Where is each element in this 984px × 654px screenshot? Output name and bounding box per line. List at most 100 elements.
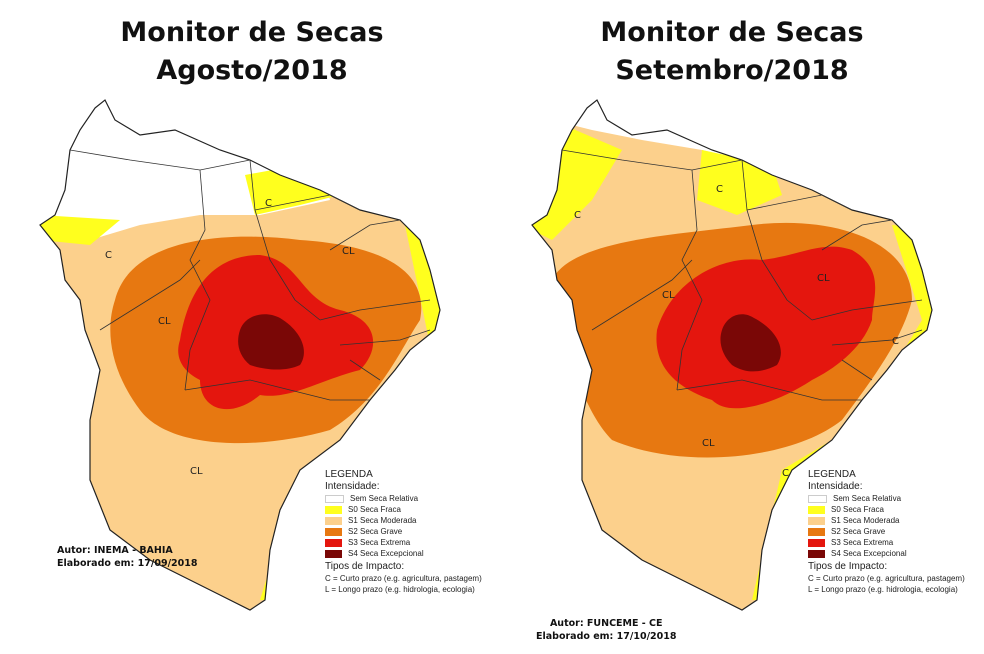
legend-label: S0 Seca Fraca <box>348 505 401 514</box>
legend-title: LEGENDA <box>808 469 856 480</box>
map-credit: Autor: FUNCEME - CE Elaborado em: 17/10/… <box>536 617 676 643</box>
impact-label: CL <box>702 438 715 449</box>
state-border <box>741 159 813 321</box>
date-text: Elaborado em: 17/09/2018 <box>57 558 198 569</box>
state-border <box>339 329 431 346</box>
legend-item: Sem Seca Relativa <box>808 493 965 504</box>
state-border <box>254 194 361 211</box>
legend-label: S3 Seca Extrema <box>831 538 894 547</box>
legend-label: S4 Seca Excepcional <box>831 549 907 558</box>
author-text: Autor: INEMA - BAHIA <box>57 545 173 556</box>
legend-swatch <box>808 527 825 536</box>
legend-title: LEGENDA <box>325 469 373 480</box>
legend-swatch <box>325 505 342 514</box>
legend-swatch <box>808 516 825 525</box>
legend-swatch <box>325 538 342 547</box>
s4-area <box>238 314 304 370</box>
region-outline <box>531 99 933 611</box>
state-border <box>841 359 873 381</box>
legend-impact-c: C = Curto prazo (e.g. agricultura, pasta… <box>325 574 482 583</box>
map-credit: Autor: INEMA - BAHIA Elaborado em: 17/09… <box>57 544 197 570</box>
map-title: Monitor de Secas Setembro/2018 <box>582 14 882 90</box>
state-border <box>184 169 211 391</box>
title-line-2: Agosto/2018 <box>156 55 348 86</box>
legend-label: S3 Seca Extrema <box>348 538 411 547</box>
legend: LEGENDA Intensidade: Sem Seca Relativa S0 S… <box>808 469 965 595</box>
map-panel-setembro: Monitor de Secas Setembro/2018 C C CL CL CL C… <box>492 0 984 654</box>
region-outline <box>39 99 441 611</box>
author-text: Autor: FUNCEME - CE <box>549 618 663 629</box>
drought-map-agosto: C C CL CL CL <box>39 99 441 611</box>
legend-item: S2 Seca Grave <box>325 526 482 537</box>
state-border <box>249 159 321 321</box>
state-border <box>99 259 201 331</box>
impact-label: C <box>892 336 899 347</box>
legend-impact-heading: Tipos de Impacto: <box>325 561 405 572</box>
map-panel-agosto: Monitor de Secas Agosto/2018 C C CL CL CL Au… <box>39 14 482 611</box>
state-border <box>821 219 893 251</box>
impact-label: C <box>716 184 723 195</box>
legend-item: S4 Seca Excepcional <box>325 548 482 559</box>
legend-intensity-heading: Intensidade: <box>808 481 863 492</box>
legend-impact-l: L = Longo prazo (e.g. hidrologia, ecolog… <box>325 585 475 594</box>
legend-swatch <box>808 538 825 547</box>
map-title: Monitor de Secas Agosto/2018 <box>102 14 402 90</box>
state-border <box>184 379 370 401</box>
impact-label: CL <box>158 316 171 327</box>
state-border <box>676 169 703 391</box>
state-border <box>319 299 431 321</box>
title-line-1: Monitor de Secas <box>600 17 864 48</box>
legend-swatch <box>325 527 342 536</box>
legend-swatch <box>325 516 342 525</box>
legend: LEGENDA Intensidade: Sem Seca Relativa S0 S… <box>325 469 482 595</box>
s4-area <box>720 314 781 372</box>
legend-label: S2 Seca Grave <box>348 527 403 536</box>
legend-item: S3 Seca Extrema <box>325 537 482 548</box>
legend-item: S3 Seca Extrema <box>808 537 965 548</box>
impact-label: C <box>782 468 789 479</box>
state-border <box>329 219 401 251</box>
legend-item: Sem Seca Relativa <box>325 493 482 504</box>
state-border <box>561 149 743 171</box>
legend-swatch <box>325 494 344 503</box>
legend-item: S4 Seca Excepcional <box>808 548 965 559</box>
impact-label: C <box>574 210 581 221</box>
legend-impact-c: C = Curto prazo (e.g. agricultura, pasta… <box>808 574 965 583</box>
legend-label: S1 Seca Moderada <box>831 516 900 525</box>
legend-impact-l: L = Longo prazo (e.g. hidrologia, ecolog… <box>808 585 958 594</box>
legend-label: S2 Seca Grave <box>831 527 886 536</box>
legend-swatch <box>325 549 342 558</box>
legend-intensity-heading: Intensidade: <box>325 481 380 492</box>
date-text: Elaborado em: 17/10/2018 <box>536 631 677 642</box>
legend-impact-heading: Tipos de Impacto: <box>808 561 888 572</box>
legend-label: S0 Seca Fraca <box>831 505 884 514</box>
s0-area <box>40 215 120 245</box>
legend-item: S1 Seca Moderada <box>808 515 965 526</box>
drought-map-setembro: C C CL CL CL C C <box>531 99 933 611</box>
state-border <box>591 259 693 331</box>
impact-label: CL <box>817 273 830 284</box>
legend-swatch <box>808 505 825 514</box>
state-border <box>69 149 251 171</box>
legend-swatch <box>808 494 827 503</box>
state-border <box>811 299 923 321</box>
state-border <box>831 329 923 346</box>
legend-label: S1 Seca Moderada <box>348 516 417 525</box>
legend-item: S2 Seca Grave <box>808 526 965 537</box>
state-border <box>676 379 862 401</box>
legend-label: S4 Seca Excepcional <box>348 549 424 558</box>
impact-label: C <box>265 198 272 209</box>
legend-label: Sem Seca Relativa <box>833 494 902 503</box>
impact-label: CL <box>662 290 675 301</box>
state-border <box>746 194 853 211</box>
legend-swatch <box>808 549 825 558</box>
legend-item: S0 Seca Fraca <box>325 504 482 515</box>
title-line-2: Setembro/2018 <box>615 55 849 86</box>
title-line-1: Monitor de Secas <box>120 17 384 48</box>
state-border <box>349 359 381 381</box>
legend-item: S1 Seca Moderada <box>325 515 482 526</box>
legend-item: S0 Seca Fraca <box>808 504 965 515</box>
impact-label: C <box>105 250 112 261</box>
impact-label: CL <box>190 466 203 477</box>
legend-label: Sem Seca Relativa <box>350 494 419 503</box>
